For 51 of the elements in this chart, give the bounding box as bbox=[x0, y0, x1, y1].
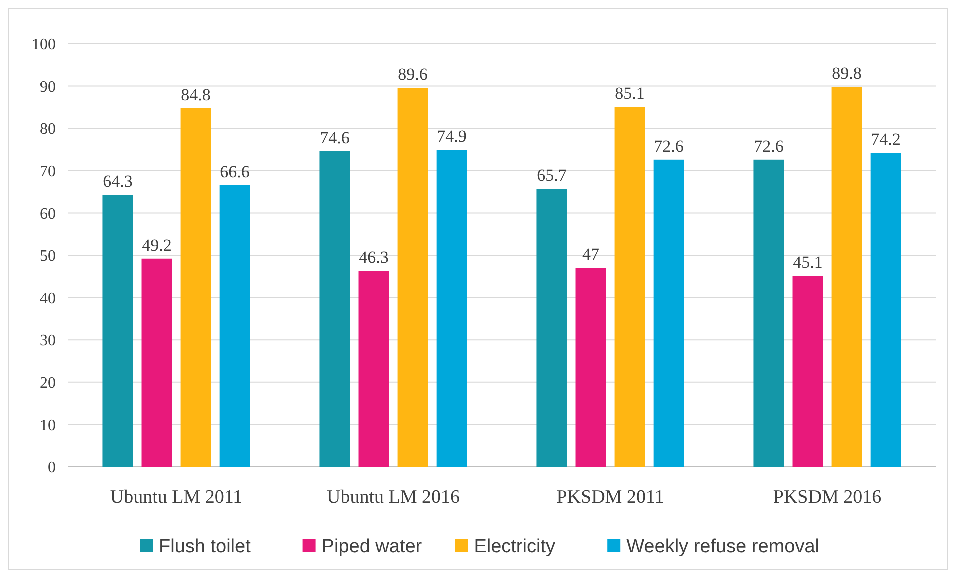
legend-label: Weekly refuse removal bbox=[626, 536, 820, 558]
data-label: 89.8 bbox=[832, 64, 862, 84]
bar bbox=[870, 153, 902, 467]
bar bbox=[576, 268, 606, 467]
data-label: 47 bbox=[582, 245, 600, 264]
bar bbox=[398, 88, 428, 467]
x-tick-label: Ubuntu LM 2016 bbox=[327, 487, 460, 508]
bar bbox=[792, 276, 824, 467]
bar bbox=[654, 160, 684, 467]
y-tick-label: 40 bbox=[40, 290, 56, 308]
data-label: 72.6 bbox=[754, 136, 784, 156]
data-label: 45.1 bbox=[793, 253, 823, 272]
x-tick-label: PKSDM 2011 bbox=[556, 487, 664, 508]
bar bbox=[180, 108, 212, 467]
bar bbox=[320, 151, 350, 467]
data-label: 65.7 bbox=[537, 166, 568, 186]
bar bbox=[220, 185, 250, 467]
y-tick-label: 10 bbox=[40, 417, 56, 434]
legend-label: Electricity bbox=[474, 536, 556, 558]
bar bbox=[832, 87, 862, 467]
bar bbox=[614, 107, 646, 467]
bar bbox=[536, 189, 568, 467]
bar bbox=[142, 258, 172, 467]
data-label: 85.1 bbox=[615, 84, 645, 104]
bar bbox=[102, 195, 134, 467]
legend-label: Piped water bbox=[322, 536, 423, 558]
data-label: 72.6 bbox=[654, 136, 684, 156]
y-tick-label: 100 bbox=[32, 36, 56, 54]
y-tick-label: 60 bbox=[40, 206, 56, 223]
y-tick-label: 90 bbox=[40, 78, 56, 96]
data-label: 84.8 bbox=[181, 85, 211, 104]
bar bbox=[436, 150, 468, 467]
legend-label: Flush toilet bbox=[159, 536, 252, 558]
y-tick-label: 20 bbox=[40, 375, 56, 392]
data-label: 74.2 bbox=[871, 130, 901, 150]
x-tick-label: PKSDM 2016 bbox=[773, 487, 882, 508]
data-label: 74.6 bbox=[320, 128, 350, 148]
data-label: 89.6 bbox=[398, 64, 428, 84]
y-tick-label: 80 bbox=[40, 121, 56, 138]
y-tick-label: 30 bbox=[40, 332, 56, 350]
y-tick-label: 0 bbox=[48, 460, 56, 477]
data-label: 74.9 bbox=[437, 127, 467, 146]
data-label: 66.6 bbox=[220, 162, 250, 182]
x-tick-label: Ubuntu LM 2011 bbox=[110, 487, 243, 508]
data-label: 49.2 bbox=[142, 236, 172, 255]
data-label: 46.3 bbox=[359, 248, 389, 268]
y-tick-label: 50 bbox=[40, 248, 56, 266]
bar bbox=[358, 271, 390, 467]
y-tick-label: 70 bbox=[40, 164, 56, 180]
bar bbox=[754, 160, 784, 467]
data-label: 64.3 bbox=[103, 172, 133, 192]
